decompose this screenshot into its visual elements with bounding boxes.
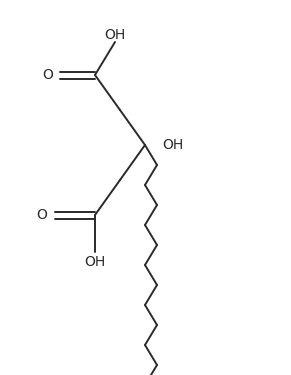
Text: OH: OH [104, 28, 126, 42]
Text: OH: OH [162, 138, 183, 152]
Text: O: O [42, 68, 54, 82]
Text: O: O [37, 208, 47, 222]
Text: OH: OH [84, 255, 106, 269]
